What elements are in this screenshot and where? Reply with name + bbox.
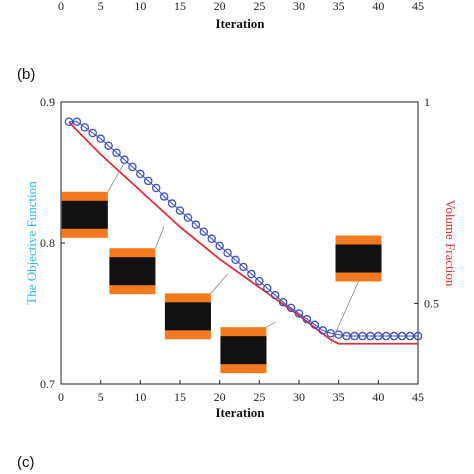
top-x-tick-label: 20 (214, 0, 226, 13)
topology-inset (61, 191, 108, 238)
left-y-axis: 0.7 0.8 0.9 (40, 95, 65, 391)
inset-pointer-line (155, 225, 165, 249)
top-x-tick-label: 5 (98, 0, 104, 13)
x-tick-label: 15 (174, 390, 186, 404)
top-panel-x-axis-title: Iteration (215, 16, 265, 31)
top-x-tick-label: 15 (174, 0, 186, 13)
x-tick-label: 45 (412, 390, 424, 404)
top-x-tick-label: 0 (58, 0, 64, 13)
y2-axis-title: Volume Fraction (443, 200, 458, 287)
x-tick-label: 40 (372, 390, 384, 404)
objective-point (151, 183, 161, 193)
x-tick-label: 10 (134, 390, 146, 404)
x-tick-label: 0 (58, 390, 64, 404)
objective-point (294, 309, 304, 318)
objective-point (104, 141, 113, 150)
objective-point (342, 331, 351, 341)
topology-inset (164, 293, 211, 340)
objective-point (215, 241, 224, 251)
top-x-tick-label: 45 (412, 0, 424, 13)
objective-point (231, 255, 240, 265)
panel-label-c: (c) (17, 454, 35, 471)
inset-core (220, 336, 267, 365)
top-x-tick-label: 25 (253, 0, 265, 13)
right-y-axis: 0.51 (414, 95, 439, 310)
objective-point (247, 269, 256, 279)
topology-inset (109, 248, 156, 295)
objective-point (136, 169, 145, 179)
objective-point (263, 283, 272, 293)
objective-point (96, 134, 105, 143)
panel-label-b: (b) (17, 66, 35, 83)
x-axis-title: Iteration (215, 405, 265, 420)
x-tick-label: 35 (333, 390, 345, 404)
y2-tick-label: 0.5 (424, 296, 439, 310)
volume-fraction-series (68, 121, 418, 345)
objective-point (159, 192, 169, 201)
y2-tick-label: 1 (424, 95, 430, 109)
objective-point (223, 248, 232, 258)
objective-point (128, 162, 137, 172)
objective-point (278, 297, 288, 307)
volume-fraction-line (68, 121, 418, 345)
topology-inset (220, 327, 267, 374)
objective-point (80, 123, 90, 132)
x-tick-label: 25 (253, 390, 265, 404)
y-axis-title: The Objective Function (24, 181, 39, 305)
objective-point (389, 331, 399, 341)
inset-pointer-line (210, 273, 228, 294)
x-axis: 0 5 10 15 20 25 30 35 40 45 (58, 380, 424, 404)
objective-point (270, 290, 280, 300)
top-x-tick-label: 10 (134, 0, 146, 13)
objective-point (382, 331, 391, 341)
objective-point (144, 176, 153, 186)
objective-point (374, 331, 383, 341)
objective-point (167, 199, 177, 208)
objective-point (326, 328, 335, 338)
top-x-tick-label: 40 (372, 0, 384, 13)
objective-point (183, 213, 193, 222)
objective-point (366, 331, 375, 341)
inset-core (335, 244, 382, 273)
objective-point (413, 331, 423, 341)
inset-pointer-line (330, 281, 359, 344)
objective-point (302, 314, 312, 324)
y-tick-label: 0.8 (40, 236, 55, 250)
top-panel-x-axis: 0 5 10 15 20 25 30 35 40 45 (58, 0, 424, 13)
objective-point (310, 320, 320, 330)
objective-point (286, 303, 296, 313)
objective-point (72, 117, 82, 126)
inset-core (109, 257, 156, 286)
inset-core (61, 200, 108, 229)
objective-point (239, 262, 248, 272)
objective-point (318, 326, 328, 335)
top-x-tick-label: 30 (293, 0, 305, 13)
objective-point (191, 220, 201, 229)
topology-insets (61, 162, 382, 374)
objective-point (207, 234, 216, 244)
inset-pointer-line (107, 162, 125, 192)
y-tick-label: 0.7 (40, 377, 55, 391)
objective-point (350, 331, 359, 341)
inset-core (164, 302, 211, 331)
x-tick-label: 5 (98, 390, 104, 404)
objective-point (88, 128, 97, 138)
inset-pointer-line (266, 321, 276, 328)
objective-point (64, 117, 74, 126)
x-tick-label: 20 (214, 390, 226, 404)
objective-point (112, 148, 121, 158)
y-tick-label: 0.9 (40, 95, 55, 109)
objective-function-series (64, 117, 423, 341)
objective-point (255, 276, 264, 286)
objective-point (405, 331, 415, 341)
x-tick-label: 30 (293, 390, 305, 404)
objective-point (199, 227, 209, 236)
objective-point (397, 331, 407, 341)
top-x-tick-label: 35 (333, 0, 345, 13)
objective-point (175, 206, 185, 215)
objective-function-line (68, 121, 418, 337)
topology-inset (335, 235, 382, 282)
objective-point (358, 331, 367, 341)
